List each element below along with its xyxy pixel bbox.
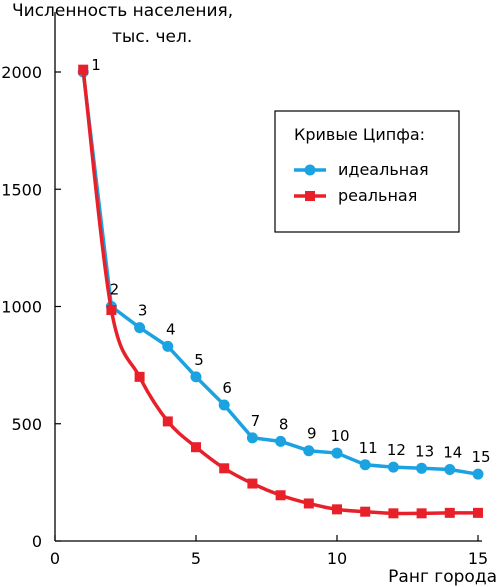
point-label: 12 [387, 441, 406, 459]
data-point [303, 445, 315, 457]
legend: Кривые Ципфа: идеальная реальная [274, 110, 460, 233]
data-point [360, 506, 371, 517]
point-label: 10 [330, 427, 349, 445]
x-ticks: 0 5 10 15 [50, 535, 488, 568]
data-point [473, 507, 483, 518]
x-tick-label: 10 [327, 549, 347, 568]
point-label: 14 [443, 443, 462, 461]
point-label: 2 [110, 281, 120, 299]
legend-label: идеальная [338, 160, 429, 179]
series-real [78, 64, 483, 519]
data-point [275, 435, 287, 447]
series-group [77, 64, 484, 519]
y-ticks: 0 500 1000 1500 2000 [1, 63, 61, 551]
data-point [246, 432, 258, 444]
legend-marker [304, 164, 316, 176]
x-tick-label: 5 [191, 549, 201, 568]
data-point [444, 507, 455, 518]
data-point [134, 322, 146, 334]
data-point [134, 371, 145, 382]
legend-entry-real: реальная [294, 186, 417, 205]
data-point [162, 340, 174, 352]
data-point [359, 459, 371, 471]
y-tick-label: 0 [32, 532, 42, 551]
x-tick-label: 0 [50, 549, 60, 568]
data-point [106, 305, 117, 316]
x-axis-title: Ранг города [388, 567, 497, 587]
point-label: 13 [415, 442, 434, 460]
point-label: 7 [251, 412, 261, 430]
data-point [303, 498, 314, 509]
data-point [472, 468, 484, 480]
point-label: 3 [138, 302, 148, 320]
point-label: 4 [166, 320, 176, 338]
x-tick-label: 15 [468, 549, 488, 568]
data-point [78, 64, 89, 75]
data-point [387, 461, 399, 473]
data-point [247, 478, 258, 489]
data-point [331, 447, 343, 459]
series-line [81, 69, 479, 516]
y-axis-title-line2: тыс. чел. [112, 27, 192, 47]
point-label: 11 [359, 439, 378, 457]
point-label: 5 [194, 351, 204, 369]
legend-label: реальная [338, 186, 417, 205]
data-point [191, 442, 201, 453]
legend-marker [305, 191, 315, 201]
data-point [275, 490, 286, 501]
point-label: 8 [279, 415, 289, 433]
data-point [444, 463, 456, 475]
point-label: 1 [91, 56, 101, 74]
data-point [332, 504, 342, 515]
data-point [162, 416, 173, 427]
legend-entry-ideal: идеальная [294, 160, 429, 179]
y-tick-label: 2000 [1, 63, 42, 82]
axes [54, 12, 482, 542]
y-tick-label: 500 [11, 415, 42, 434]
data-point [388, 508, 399, 519]
y-tick-label: 1000 [1, 298, 42, 317]
data-point [416, 462, 428, 474]
data-point [218, 399, 230, 411]
data-point [190, 371, 202, 383]
legend-title: Кривые Ципфа: [294, 125, 425, 144]
point-label: 15 [471, 448, 490, 466]
data-point [416, 508, 427, 519]
point-label: 6 [222, 379, 232, 397]
point-label: 9 [307, 425, 317, 443]
y-axis-title-line1: Численность населения, [12, 1, 233, 21]
data-point [219, 463, 230, 474]
y-tick-label: 1500 [1, 180, 42, 199]
